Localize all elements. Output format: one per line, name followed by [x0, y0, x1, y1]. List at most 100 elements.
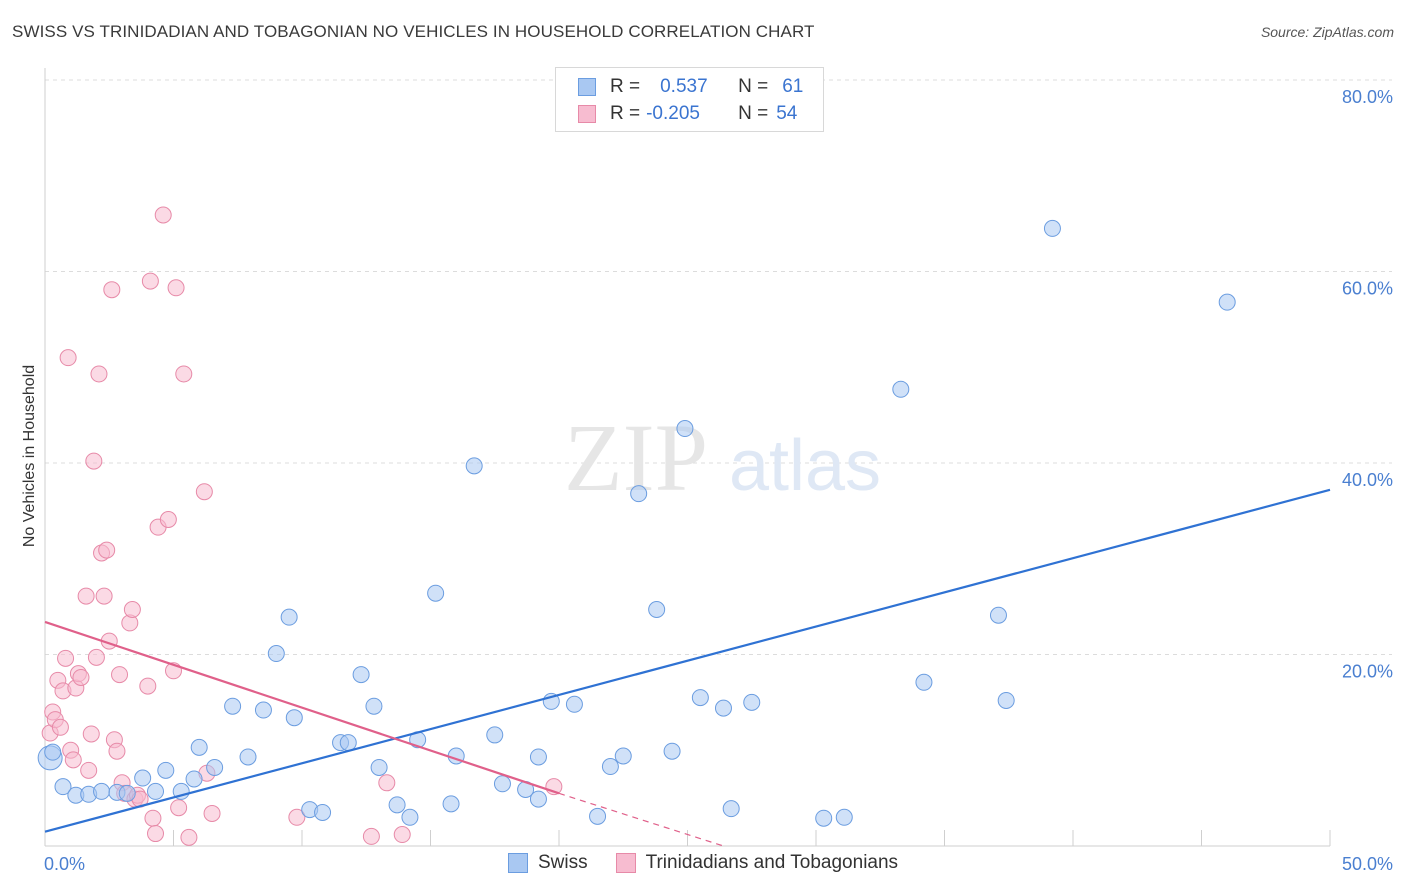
trini-points: [41, 206, 563, 846]
y-tick-label: 80.0%: [1342, 87, 1393, 107]
swiss-point: [388, 796, 406, 814]
grid-lines: [45, 79, 1392, 655]
trini-point: [103, 281, 121, 299]
trini-point: [59, 349, 77, 367]
swiss-point: [835, 808, 853, 826]
swiss-point: [427, 584, 445, 602]
swiss-point: [529, 748, 547, 766]
trini-point: [98, 541, 116, 559]
swiss-point: [1218, 293, 1236, 311]
legend-n-label: N =: [738, 76, 769, 97]
y-tick-label: 40.0%: [1342, 470, 1393, 490]
swiss-point: [365, 697, 383, 715]
trini-point: [51, 718, 69, 736]
swiss-point: [676, 420, 694, 438]
trini-point: [139, 677, 157, 695]
trini-point: [85, 452, 103, 470]
swiss-point: [370, 758, 388, 776]
trini-point: [108, 742, 126, 760]
trini-trend-line: [44, 620, 560, 795]
bottom-legend-swiss: Swiss: [507, 852, 588, 874]
swiss-point: [157, 761, 175, 779]
trini-point: [57, 649, 75, 667]
swiss-point: [997, 691, 1015, 709]
swiss-point: [267, 645, 285, 663]
swiss-point: [442, 795, 460, 813]
swiss-point: [714, 699, 732, 717]
trini-point: [95, 587, 113, 605]
y-axis-label: No Vehicles in Household: [21, 365, 38, 547]
swiss-point: [892, 380, 910, 398]
swiss-trend-line: [44, 488, 1331, 833]
swiss-point: [743, 693, 761, 711]
swiss-point: [529, 790, 547, 808]
swiss-point: [691, 689, 709, 707]
trini-point: [195, 483, 213, 501]
trini-point: [144, 809, 162, 827]
trini-point: [170, 799, 188, 817]
trini-point: [378, 774, 396, 792]
legend-r-label: R =: [610, 76, 641, 97]
watermark-atlas: atlas: [729, 426, 881, 506]
watermark: ZIP atlas: [564, 404, 881, 511]
swiss-point: [54, 778, 72, 796]
axes: [44, 68, 1331, 847]
swiss-point: [285, 709, 303, 727]
trini-point: [123, 600, 141, 618]
swiss-point: [44, 743, 62, 761]
trini-trend-extension: [558, 792, 724, 847]
swiss-point: [493, 775, 511, 793]
trini-point: [141, 272, 159, 290]
bottom-legend-trini: Trinidadians and Tobagonians: [615, 852, 899, 874]
source-label: Source: ZipAtlas.com: [1260, 24, 1394, 40]
swiss-point: [185, 770, 203, 788]
bottom-legend-trini-label: Trinidadians and Tobagonians: [645, 852, 899, 873]
swiss-point: [614, 747, 632, 765]
trini-point: [288, 808, 306, 826]
swiss-point: [601, 758, 619, 776]
swiss-point: [147, 782, 165, 800]
trini-point: [87, 648, 105, 666]
swiss-point: [134, 769, 152, 787]
trini-point: [90, 365, 108, 383]
swiss-point: [648, 600, 666, 618]
swiss-swatch: [578, 78, 596, 96]
legend-n-value: 54: [776, 103, 798, 124]
trend-lines: [44, 488, 1331, 847]
legend-row-swiss: R = 0.537 N = 61: [578, 74, 803, 100]
trini-point: [147, 825, 165, 843]
legend-row-trini: R = -0.205 N = 54: [578, 101, 797, 127]
swiss-point: [239, 748, 257, 766]
swiss-point: [589, 807, 607, 825]
swiss-point: [915, 673, 933, 691]
swiss-point: [339, 734, 357, 752]
trini-swatch: [615, 853, 636, 873]
trini-point: [72, 668, 90, 686]
trini-point: [362, 827, 380, 845]
legend-n-value: 61: [782, 76, 804, 97]
y-tick-label: 20.0%: [1342, 662, 1393, 682]
swiss-point: [815, 809, 833, 827]
swiss-point: [93, 782, 111, 800]
legend-n-label: N =: [738, 103, 769, 124]
swiss-point: [206, 758, 224, 776]
swiss-point: [401, 808, 419, 826]
trini-point: [180, 828, 198, 846]
trini-point: [64, 751, 82, 769]
swiss-swatch: [507, 853, 528, 873]
swiss-point: [465, 457, 483, 475]
trini-point: [167, 279, 185, 297]
trini-point: [159, 510, 177, 528]
swiss-point: [254, 701, 272, 719]
x-tick-label: 0.0%: [44, 854, 85, 874]
tick-labels: 20.0% 40.0% 60.0% 80.0% 0.0% 50.0%: [44, 87, 1393, 874]
legend-r-value: -0.205: [646, 103, 700, 124]
swiss-point: [280, 608, 298, 626]
swiss-point: [190, 738, 208, 756]
swiss-point: [722, 800, 740, 818]
trini-point: [80, 761, 98, 779]
bottom-legend-swiss-label: Swiss: [537, 852, 588, 873]
swiss-point: [663, 742, 681, 760]
swiss-point: [989, 606, 1007, 624]
